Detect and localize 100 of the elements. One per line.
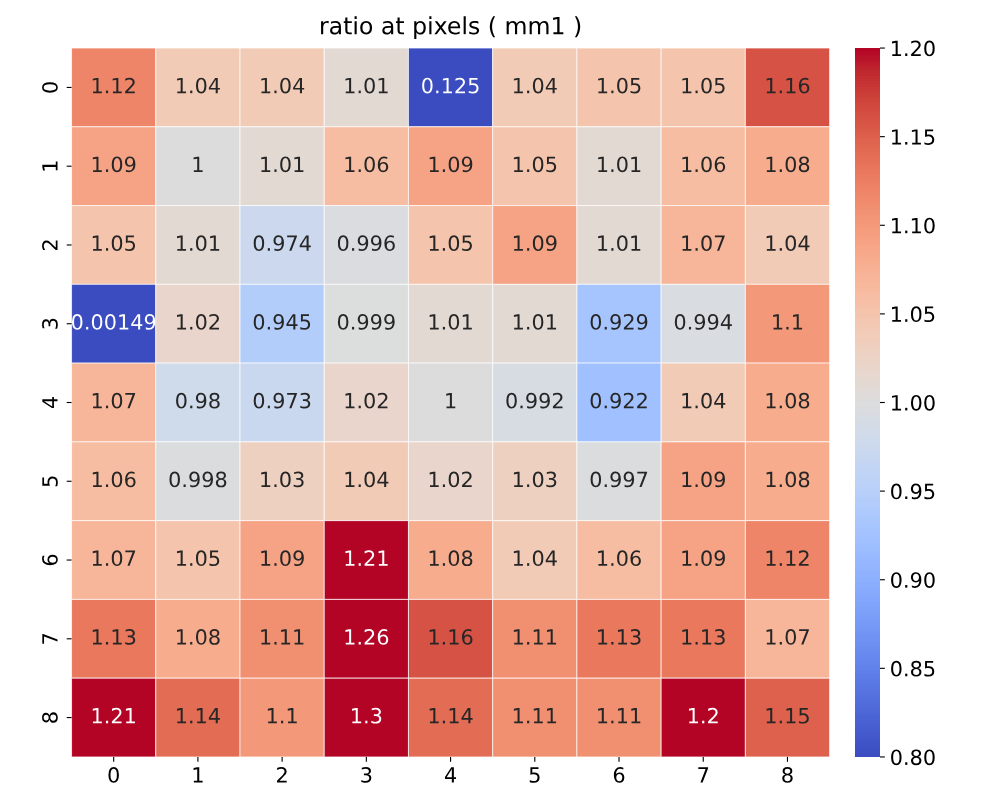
y-tick-label: 7 xyxy=(42,633,58,644)
data-label: 1.12 xyxy=(766,550,809,566)
data-label: 1.11 xyxy=(513,629,557,645)
data-label: 1.02 xyxy=(177,314,220,330)
x-tick-label: 4 xyxy=(444,767,457,783)
x-tick-label: 6 xyxy=(613,767,625,783)
data-label: 1.13 xyxy=(682,629,725,645)
x-tick-label: 3 xyxy=(361,767,372,783)
data-label: 1.13 xyxy=(92,629,136,645)
color-bar-label: 0.80 xyxy=(891,749,935,766)
data-label: 1.01 xyxy=(598,235,641,252)
data-label: 1.21 xyxy=(345,550,388,566)
data-label: 1.05 xyxy=(92,235,136,252)
data-label: 1.1 xyxy=(267,708,297,724)
data-label: 0.996 xyxy=(337,235,395,252)
data-label: 1.08 xyxy=(766,156,810,173)
data-label: 1.07 xyxy=(682,235,725,252)
data-label: 1.02 xyxy=(345,392,388,409)
data-label: 0.974 xyxy=(253,235,311,252)
data-label: 1.1 xyxy=(773,314,803,330)
data-label: 1.05 xyxy=(513,156,557,173)
data-label: 1.13 xyxy=(598,629,641,645)
data-label: 1.3 xyxy=(352,707,382,724)
data-label: 1 xyxy=(446,393,456,409)
chart-title: ratio at pixels ( mm1 ) xyxy=(321,16,581,40)
data-label: 1.04 xyxy=(513,77,557,94)
data-label: 1.02 xyxy=(429,471,472,488)
data-label: 1.08 xyxy=(429,550,473,567)
data-label: 1.21 xyxy=(92,707,135,724)
data-label: 1.05 xyxy=(177,550,220,567)
data-label: 1.04 xyxy=(261,77,305,94)
data-label: 1.26 xyxy=(345,629,389,645)
x-tick-label: 0 xyxy=(108,767,119,783)
y-tick-label: 2 xyxy=(42,240,58,251)
data-label: 0.999 xyxy=(337,314,395,330)
data-label: 1.03 xyxy=(513,471,557,488)
data-label: 0.994 xyxy=(674,314,732,330)
y-tick-label: 6 xyxy=(42,554,58,566)
x-tick-label: 7 xyxy=(698,767,709,783)
data-label: 1.2 xyxy=(688,707,718,724)
data-label: 1.09 xyxy=(682,471,725,488)
data-label: 1.07 xyxy=(92,550,136,567)
data-label: 1.06 xyxy=(682,156,726,173)
data-label: 0.98 xyxy=(176,392,220,409)
data-label: 1.05 xyxy=(598,77,641,94)
color-bar-label: 0.90 xyxy=(891,572,935,588)
data-label: 1.07 xyxy=(92,392,136,409)
data-label: 1.09 xyxy=(429,156,473,173)
data-label: 1.03 xyxy=(261,471,304,488)
data-label: 1.11 xyxy=(598,708,641,724)
color-bar-label: 1.10 xyxy=(891,217,935,234)
data-label: 0.922 xyxy=(590,392,647,409)
color-bar-label: 0.95 xyxy=(891,483,935,500)
data-label: 1.05 xyxy=(429,235,472,252)
x-tick-label: 8 xyxy=(782,767,793,783)
data-label: 1.15 xyxy=(766,708,809,724)
data-label: 0.945 xyxy=(253,314,311,330)
data-label: 1.05 xyxy=(682,77,725,94)
data-label: 1.09 xyxy=(682,550,725,567)
data-label: 1.06 xyxy=(92,471,136,488)
data-label: 1.11 xyxy=(513,708,557,724)
color-bar-label: 1.00 xyxy=(891,394,935,411)
data-label: 1.08 xyxy=(766,392,810,409)
data-label: 1.06 xyxy=(598,550,641,567)
data-label: 1.14 xyxy=(429,708,473,724)
y-tick-label: 5 xyxy=(42,476,58,487)
data-label: 1.08 xyxy=(177,629,220,645)
data-label: 1.01 xyxy=(513,314,557,330)
data-label: 1.04 xyxy=(345,471,389,488)
x-tick-label: 1 xyxy=(193,767,203,783)
y-tick-label: 3 xyxy=(42,318,58,329)
data-label: 1.12 xyxy=(92,77,135,94)
data-label: 1.04 xyxy=(766,235,810,252)
data-label: 1.09 xyxy=(261,550,304,567)
y-tick-label: 1 xyxy=(42,161,58,171)
y-tick-label: 4 xyxy=(42,397,58,409)
data-label: 1.01 xyxy=(177,235,220,252)
data-label: 1.01 xyxy=(598,156,641,173)
data-label: 0.929 xyxy=(590,314,648,330)
data-label: 1.11 xyxy=(261,629,304,645)
color-bar-label: 1.05 xyxy=(891,306,935,323)
data-label: 1.08 xyxy=(766,471,810,488)
data-label: 1.01 xyxy=(429,314,472,330)
data-label: 1.09 xyxy=(513,235,557,252)
color-bar-label: 0.85 xyxy=(891,660,935,677)
data-label: 0.998 xyxy=(169,471,227,488)
x-tick-label: 2 xyxy=(277,767,287,783)
data-label: 1.06 xyxy=(345,156,389,173)
data-label: 0.973 xyxy=(253,392,311,409)
data-label: 1.01 xyxy=(261,156,304,173)
data-label: 1 xyxy=(193,156,203,172)
data-label: 1.01 xyxy=(345,77,388,94)
color-bar-label: 1.20 xyxy=(891,40,935,57)
data-label: 1.07 xyxy=(766,629,809,645)
data-label: 1.04 xyxy=(177,77,220,94)
data-label: 1.14 xyxy=(177,708,220,724)
data-label: 1.16 xyxy=(766,77,810,94)
x-tick-label: 5 xyxy=(529,767,540,783)
data-label: 0.125 xyxy=(422,77,479,94)
data-label: 1.04 xyxy=(682,392,726,409)
